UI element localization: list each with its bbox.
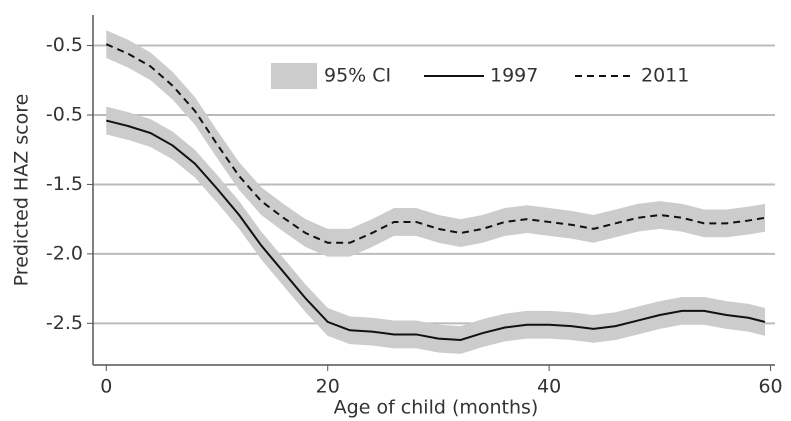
y-tick-label: -2.5 [46, 312, 83, 334]
y-axis-label: Predicted HAZ score [11, 94, 33, 287]
legend-label: 1997 [490, 65, 538, 87]
y-tick-label: -0.5 [46, 34, 83, 56]
ci-band [106, 30, 766, 257]
x-tick-label: 20 [316, 376, 340, 398]
legend-ci-swatch [271, 63, 317, 89]
legend-label: 95% CI [324, 65, 391, 87]
line [105, 43, 766, 244]
x-tick-label: 0 [100, 376, 112, 398]
x-tick-label: 40 [537, 376, 561, 398]
legend-label: 2011 [641, 65, 689, 87]
y-tick-label: -1.5 [46, 173, 83, 195]
y-tick-label: -2.0 [46, 242, 83, 264]
x-tick-label: 60 [758, 376, 782, 398]
line [106, 119, 766, 342]
x-axis-label: Age of child (months) [334, 397, 539, 419]
ci-band [106, 106, 766, 354]
y-tick-label: -0.5 [46, 104, 83, 126]
